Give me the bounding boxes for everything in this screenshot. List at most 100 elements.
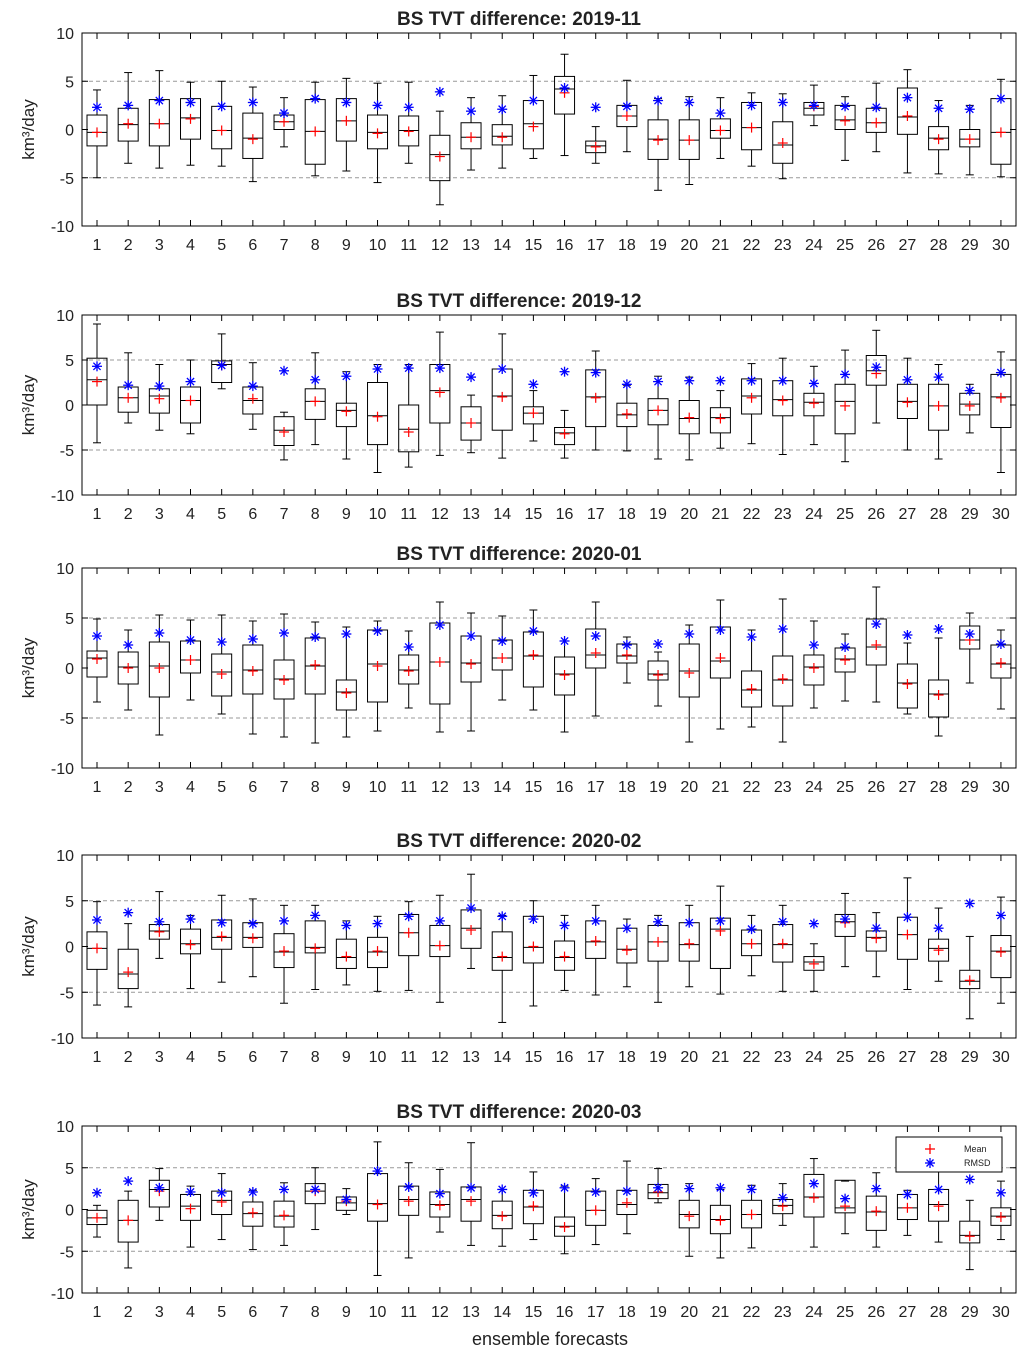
x-tick-label: 4: [186, 779, 195, 796]
rmsd-marker: [123, 640, 134, 650]
rmsd-marker-d2: [155, 917, 164, 926]
x-tick-label: 28: [930, 506, 948, 523]
mean-marker: [777, 938, 788, 949]
box: [709, 407, 731, 434]
mean-marker: [92, 654, 102, 664]
rmsd-marker-d2: [92, 1188, 102, 1197]
box: [585, 628, 607, 669]
rmsd-marker-d2: [498, 912, 507, 921]
rmsd-marker-d2: [124, 101, 133, 110]
rmsd-marker: [466, 631, 477, 641]
x-tick-label: 26: [867, 506, 885, 523]
mean-marker: [247, 393, 258, 404]
mean-marker: [466, 925, 477, 936]
x-tick-label: 25: [836, 237, 854, 254]
mean-marker: [995, 946, 1006, 957]
mean-marker: [92, 943, 102, 954]
mean-marker: [123, 967, 134, 978]
rmsd-marker: [933, 923, 944, 934]
box: [678, 400, 700, 435]
x-tick-label: 23: [774, 1304, 792, 1321]
x-tick-label: 20: [680, 506, 698, 523]
x-axis-label: ensemble forecasts: [472, 1329, 628, 1349]
mean-marker: [372, 946, 383, 957]
y-tick-label: 0: [65, 661, 74, 678]
y-tick-label: 10: [56, 308, 74, 325]
rmsd-marker: [746, 632, 757, 642]
mean-marker: [497, 132, 508, 143]
rmsd-marker: [185, 376, 196, 387]
x-tick-label: 17: [587, 779, 605, 796]
rmsd-marker: [715, 625, 726, 635]
rmsd-marker-d2: [498, 364, 507, 374]
y-axis-label: km³/day: [19, 1179, 38, 1240]
rmsd-marker: [466, 372, 477, 383]
mean-marker: [466, 659, 477, 669]
panel-title: BS TVT difference: 2019-12: [397, 291, 642, 312]
y-tick-label: 10: [56, 1119, 74, 1136]
rmsd-marker-d2: [404, 364, 413, 373]
rmsd-marker: [216, 637, 227, 647]
rmsd-marker-d2: [217, 1188, 226, 1197]
rmsd-marker-d2: [529, 96, 538, 105]
box: [896, 87, 918, 135]
mean-marker: [808, 958, 819, 969]
mean-marker: [902, 397, 913, 408]
rmsd-marker-d2: [778, 98, 787, 107]
rmsd-marker-d2: [342, 98, 351, 107]
x-tick-label: 16: [556, 1304, 574, 1321]
x-tick-label: 29: [961, 779, 979, 796]
mean-marker: [590, 648, 601, 658]
x-tick-label: 18: [618, 1049, 636, 1066]
mean-marker: [123, 663, 134, 673]
x-tick-label: 11: [400, 1304, 417, 1321]
x-tick-label: 30: [992, 779, 1010, 796]
rmsd-marker-d2: [654, 639, 663, 649]
x-tick-label: 7: [280, 1049, 289, 1066]
rmsd-marker: [216, 360, 227, 371]
mean-marker: [247, 1207, 258, 1218]
mean-marker: [933, 400, 944, 411]
rmsd-marker: [92, 914, 102, 925]
rmsd-marker-d2: [466, 107, 476, 116]
rmsd-marker-d2: [155, 628, 164, 638]
x-tick-label: 6: [248, 779, 257, 796]
rmsd-marker: [684, 1183, 695, 1194]
rmsd-marker-d2: [716, 625, 725, 635]
x-tick-label: 4: [186, 1304, 195, 1321]
rmsd-marker: [653, 639, 664, 649]
rmsd-marker: [466, 903, 477, 914]
rmsd-marker-d2: [872, 1184, 881, 1193]
y-tick-label: 5: [65, 74, 74, 91]
rmsd-marker: [621, 923, 632, 934]
rmsd-marker: [621, 101, 632, 112]
x-tick-label: 14: [493, 506, 511, 523]
rmsd-marker: [559, 83, 570, 94]
x-tick-label: 15: [524, 779, 542, 796]
rmsd-marker-d2: [186, 1187, 195, 1197]
rmsd-marker: [590, 1186, 601, 1197]
mean-marker: [777, 674, 788, 684]
y-tick-label: 0: [65, 398, 74, 415]
x-tick-label: 14: [493, 237, 511, 254]
box: [772, 121, 794, 164]
y-tick-label: -10: [51, 1031, 74, 1048]
rmsd-marker-d2: [186, 635, 195, 645]
mean-marker: [621, 945, 632, 956]
rmsd-marker: [715, 1182, 726, 1193]
rmsd-marker: [777, 97, 788, 108]
rmsd-marker-d2: [248, 98, 257, 107]
mean-marker: [185, 655, 196, 665]
box: [928, 383, 950, 431]
mean-marker: [341, 688, 352, 698]
mean-marker: [310, 396, 321, 407]
rmsd-marker: [403, 642, 414, 652]
rmsd-marker-d2: [965, 899, 974, 908]
rmsd-marker-d2: [466, 373, 476, 382]
rmsd-marker-d2: [622, 1187, 631, 1196]
rmsd-marker-d2: [996, 94, 1005, 103]
box: [959, 969, 981, 990]
mean-marker: [964, 1231, 975, 1242]
rmsd-marker: [840, 914, 851, 925]
rmsd-marker-d2: [248, 634, 257, 644]
